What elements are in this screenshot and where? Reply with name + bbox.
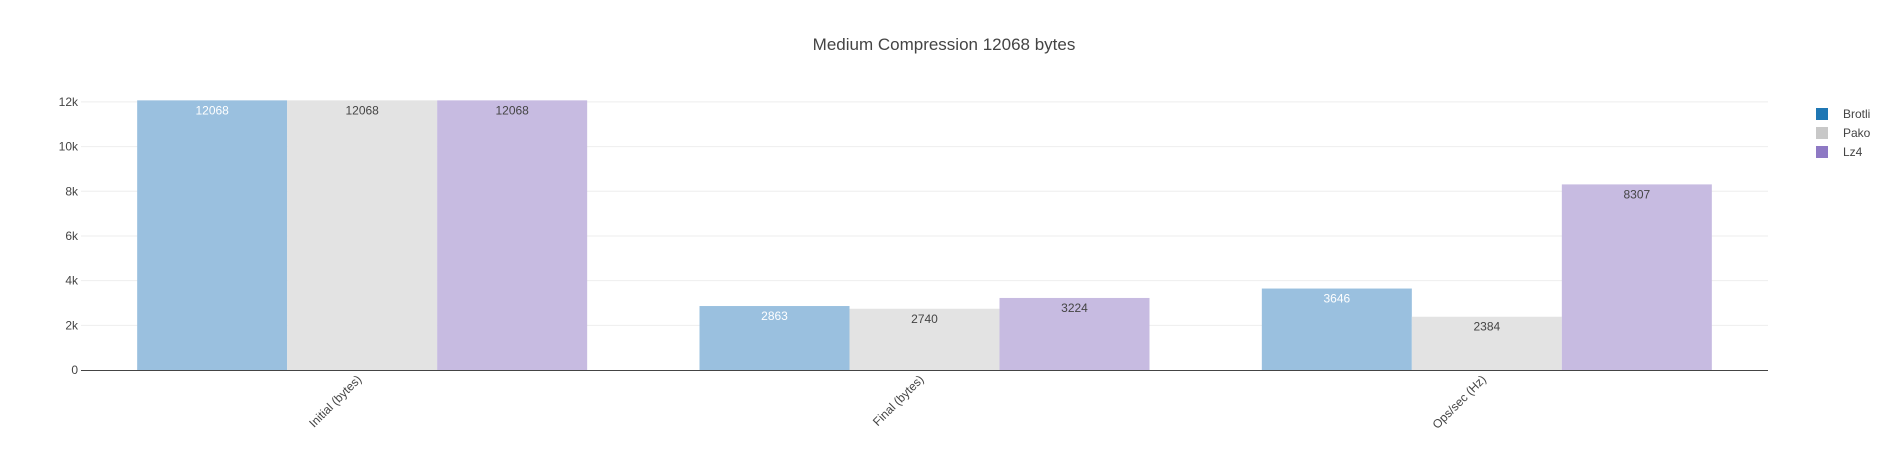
x-tick-label: Initial (bytes) [306,372,364,430]
y-tick-label: 12k [59,95,79,109]
x-axis: Initial (bytes) Final (bytes) Ops/sec (Hz) [81,370,1768,432]
legend-label-lz4: Lz4 [1843,145,1863,159]
y-tick-label: 6k [65,229,79,243]
data-label: 12068 [195,103,229,117]
legend-swatch-brotli [1816,108,1828,120]
bars: 12068 2863 3646 12068 2740 2384 12068 3224 8307 [137,100,1712,370]
x-tick-label: Final (bytes) [870,372,927,429]
x-tick-label: Ops/sec (Hz) [1430,372,1489,431]
legend-label-pako: Pako [1843,126,1871,140]
bar-pako [287,100,438,370]
y-tick-label: 4k [65,274,79,288]
legend-swatch-lz4 [1816,146,1828,158]
data-label: 2863 [761,309,788,323]
chart-title: Medium Compression 12068 bytes [813,35,1076,54]
data-label: 3646 [1323,292,1350,306]
y-tick-label: 10k [59,140,79,154]
bar-brotli [699,306,850,370]
bar-lz4 [1561,184,1712,370]
bar-lz4 [437,100,588,370]
y-tick-label: 0 [71,363,78,377]
bar-brotli [137,100,288,370]
bar-pako [849,308,1000,370]
legend[interactable]: Brotli Pako Lz4 [1816,107,1871,159]
data-label: 12068 [345,103,379,117]
data-label: 2740 [911,312,938,326]
bar-pako [1411,316,1562,370]
bar-lz4 [999,297,1150,370]
y-axis: 0 2k 4k 6k 8k 10k 12k [59,95,79,377]
y-tick-label: 8k [65,184,79,198]
y-tick-label: 2k [65,318,79,332]
bar-brotli [1261,288,1412,370]
data-label: 2384 [1473,320,1500,334]
legend-label-brotli: Brotli [1843,107,1870,121]
data-label: 8307 [1623,187,1650,201]
legend-swatch-pako [1816,127,1828,139]
data-label: 3224 [1061,301,1088,315]
data-label: 12068 [495,103,529,117]
